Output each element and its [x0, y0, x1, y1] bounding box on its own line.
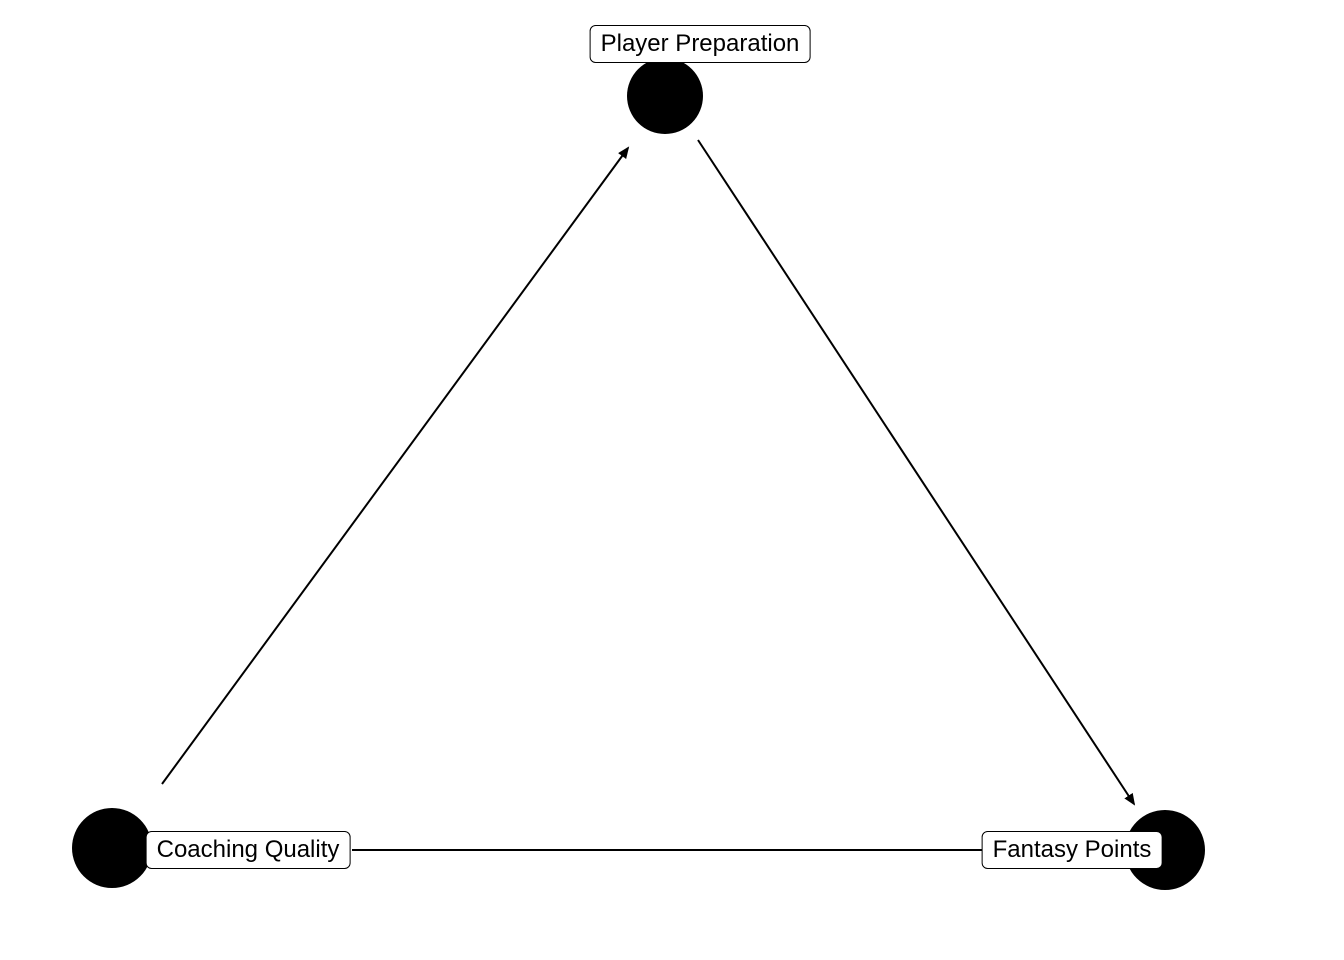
- node-player_preparation: [627, 58, 703, 134]
- edge-coaching_quality-to-player_preparation: [162, 148, 628, 784]
- node-coaching_quality: [72, 808, 152, 888]
- label-player_preparation: Player Preparation: [590, 25, 811, 63]
- edge-player_preparation-to-fantasy_points: [698, 140, 1134, 804]
- label-fantasy_points: Fantasy Points: [982, 831, 1163, 869]
- label-coaching_quality: Coaching Quality: [146, 831, 351, 869]
